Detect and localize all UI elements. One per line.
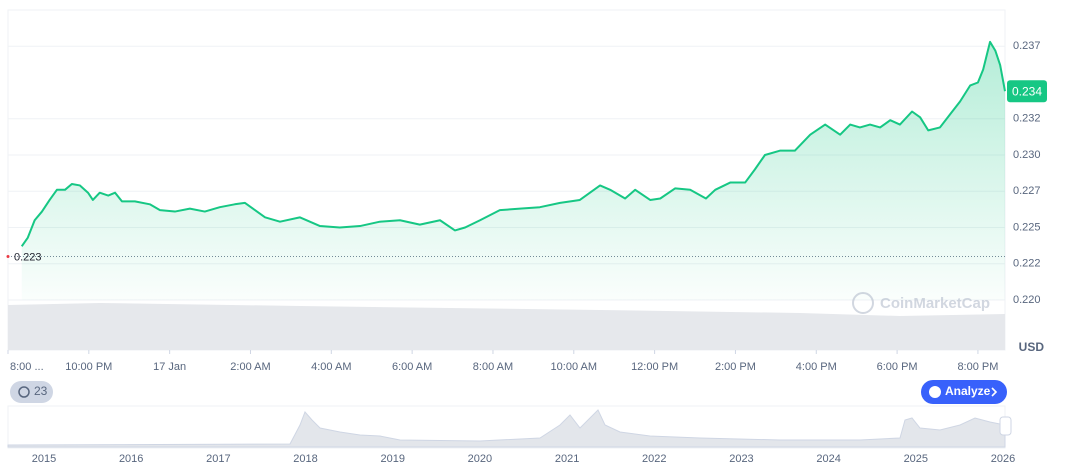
x-tick-label: 4:00 PM [796, 361, 837, 373]
events-badge[interactable] [10, 381, 53, 403]
x-tick-label: 4:00 AM [311, 361, 351, 373]
x-tick-label: 2:00 AM [230, 361, 270, 373]
x-tick-label: 2:00 PM [715, 361, 756, 373]
navigator-year: 2025 [904, 453, 928, 465]
current-price-label: 0.234 [1012, 84, 1042, 98]
x-tick-label: 10:00 PM [65, 361, 112, 373]
y-tick-label: 0.237 [1013, 40, 1041, 52]
navigator-year: 2023 [729, 453, 753, 465]
navigator-area [7, 409, 1006, 448]
reference-label: 0.223 [14, 251, 42, 263]
navigator-year: 2017 [206, 453, 230, 465]
analyze-chevron [991, 387, 998, 397]
navigator-year: 2019 [380, 453, 404, 465]
volume-area [8, 303, 1005, 350]
analyze-icon [929, 386, 941, 398]
navigator-year: 2022 [642, 453, 666, 465]
navigator-year: 2015 [32, 453, 56, 465]
events-icon [18, 386, 30, 398]
navigator-year: 2021 [555, 453, 579, 465]
price-area [21, 41, 1005, 301]
analyze-label: Analyze [945, 384, 991, 398]
x-tick-label: 10:00 AM [551, 361, 597, 373]
x-tick-label: 12:00 PM [631, 361, 678, 373]
navigator-year: 2016 [119, 453, 143, 465]
current-price-badge [1007, 80, 1047, 103]
navigator-year: 2020 [468, 453, 492, 465]
x-tick-label: 8:00 ... [10, 361, 44, 373]
price-line [20, 40, 1006, 247]
y-tick-label: 0.220 [1013, 294, 1041, 306]
navigator-years: 2015 2016 2017 2018 2019 2020 2021 2022 2023 2024… [32, 453, 1015, 465]
currency-label: USD [1019, 340, 1045, 354]
x-tick-label: 17 Jan [153, 361, 186, 373]
x-tick-label: 6:00 AM [392, 361, 432, 373]
watermark-text: CoinMarketCap [880, 295, 990, 312]
y-tick-label: 0.225 [1013, 221, 1041, 233]
navigator-year: 2024 [816, 453, 840, 465]
navigator-handle[interactable] [999, 416, 1012, 436]
y-tick-label: 0.222 [1013, 258, 1041, 270]
x-tick-label: 8:00 AM [473, 361, 513, 373]
x-tick-label: 8:00 PM [957, 361, 998, 373]
analyze-button[interactable] [921, 380, 1007, 404]
reference-dot [6, 255, 10, 258]
x-tick-label: 6:00 PM [877, 361, 918, 373]
plot [6, 40, 1006, 354]
navigator-year: 2018 [293, 453, 317, 465]
events-count: 23 [34, 384, 48, 398]
y-tick-label: 0.227 [1013, 185, 1041, 197]
y-tick-label: 0.230 [1013, 149, 1041, 161]
watermark: CoinMarketCap [852, 292, 990, 314]
watermark-logo [852, 292, 874, 314]
navigator-year: 2026 [991, 453, 1015, 465]
y-tick-label: 0.232 [1013, 113, 1041, 125]
